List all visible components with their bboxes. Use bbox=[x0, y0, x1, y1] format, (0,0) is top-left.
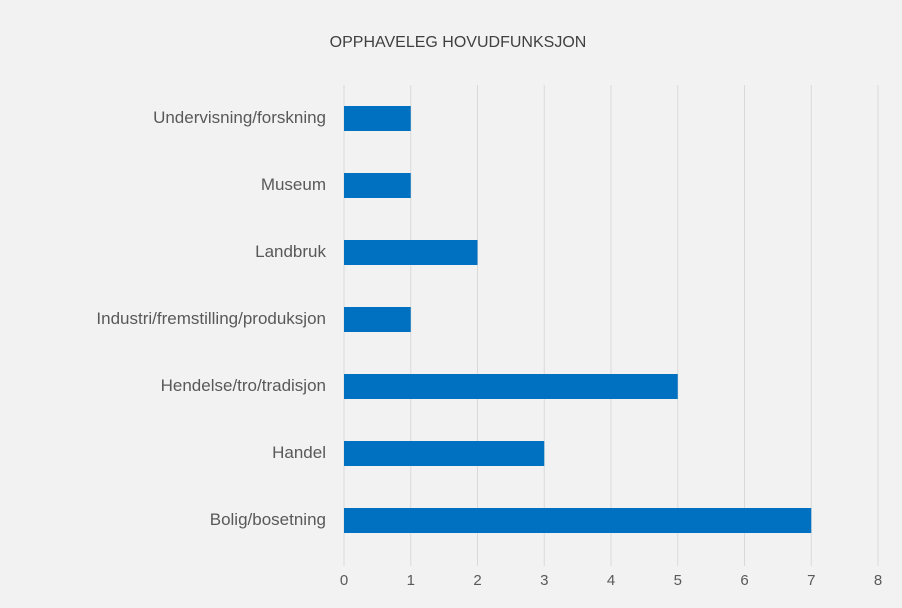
x-tick-label: 7 bbox=[807, 572, 815, 589]
y-tick-label: Undervisning/forskning bbox=[153, 108, 326, 127]
bar bbox=[344, 374, 678, 399]
y-tick-label: Hendelse/tro/tradisjon bbox=[161, 376, 326, 395]
x-tick-label: 3 bbox=[540, 572, 548, 589]
x-tick-label: 5 bbox=[674, 572, 682, 589]
x-tick-label: 4 bbox=[607, 572, 615, 589]
x-tick-label: 8 bbox=[874, 572, 882, 589]
x-tick-label: 6 bbox=[740, 572, 748, 589]
y-tick-label: Industri/fremstilling/produksjon bbox=[96, 309, 326, 328]
x-tick-label: 2 bbox=[473, 572, 481, 589]
chart-title: OPPHAVELEG HOVUDFUNKSJON bbox=[330, 34, 587, 51]
x-tick-label: 0 bbox=[340, 572, 348, 589]
y-tick-label: Bolig/bosetning bbox=[210, 510, 326, 529]
bar bbox=[344, 173, 411, 198]
y-tick-label: Landbruk bbox=[255, 242, 326, 261]
bar bbox=[344, 106, 411, 131]
bar bbox=[344, 240, 478, 265]
x-tick-label: 1 bbox=[407, 572, 415, 589]
bar bbox=[344, 441, 545, 466]
y-tick-label: Handel bbox=[272, 443, 326, 462]
bar bbox=[344, 508, 812, 533]
bar bbox=[344, 307, 411, 332]
y-tick-label: Museum bbox=[261, 175, 326, 194]
